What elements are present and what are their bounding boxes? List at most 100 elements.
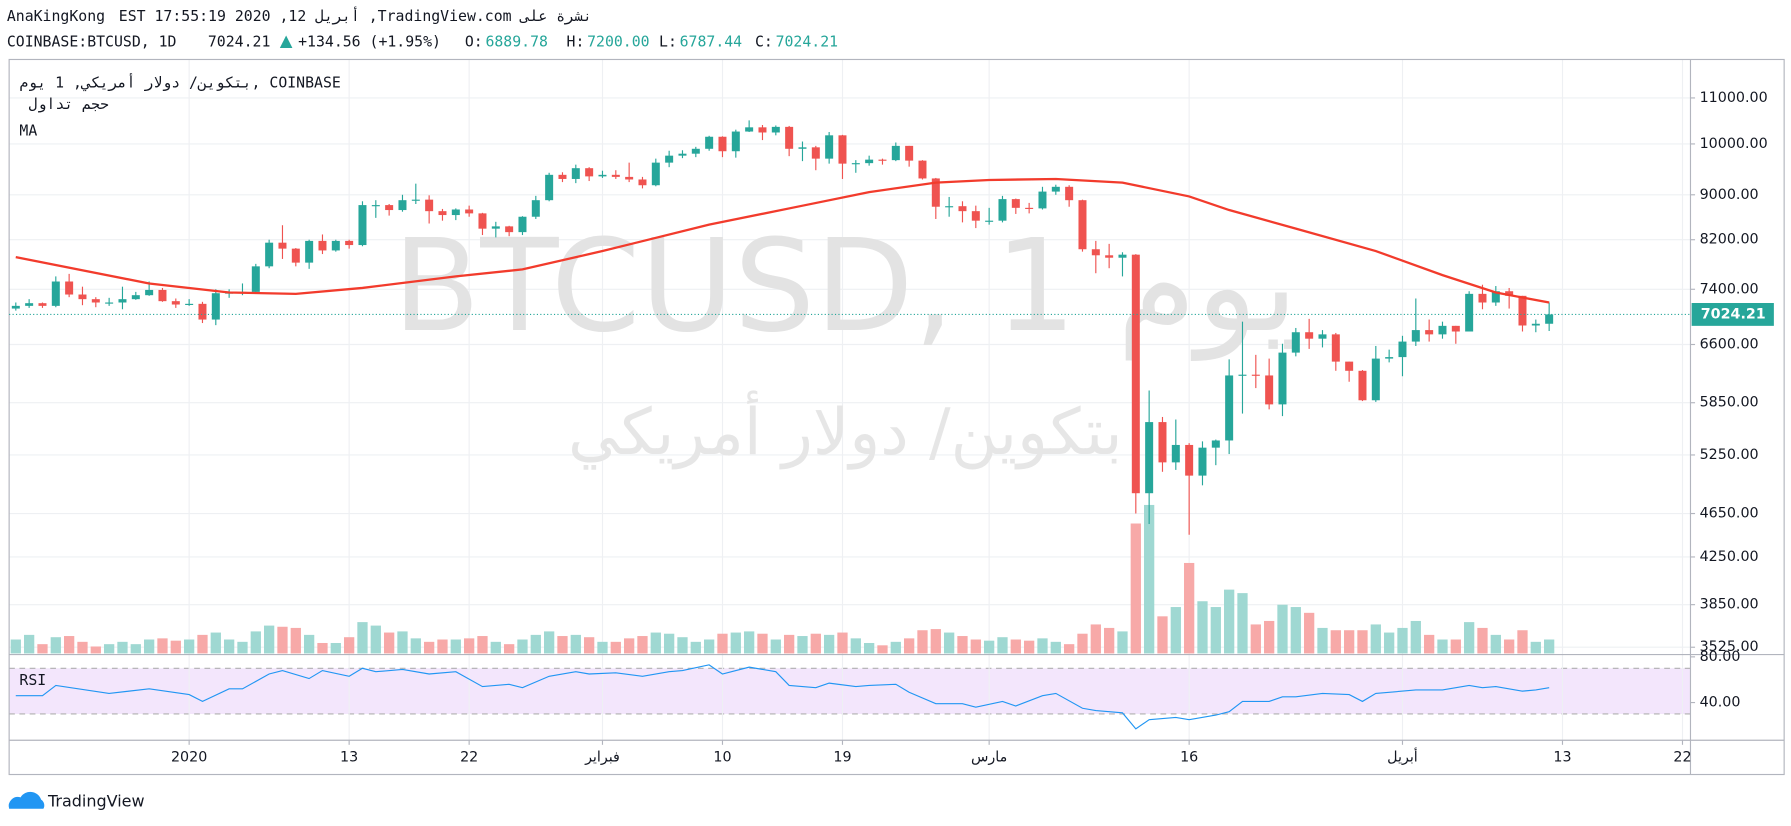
candle-body (1358, 370, 1367, 401)
candle-body (278, 242, 287, 249)
volume-bar (143, 639, 155, 654)
brand: TradingView (47, 791, 145, 810)
volume-bar (557, 636, 568, 654)
candle-body (678, 153, 687, 156)
candle-body (785, 126, 794, 149)
volume-bar (1157, 616, 1168, 654)
ma-line (15, 177, 1550, 304)
x-tick-label: 13 (340, 749, 358, 765)
candle-body (758, 127, 767, 133)
volume-bar (1544, 639, 1555, 654)
candle-body (358, 205, 367, 246)
volume-bar (597, 641, 608, 654)
candle-body (1091, 249, 1100, 256)
volume-bar (944, 632, 955, 654)
candle-body (131, 295, 140, 300)
volume-bar (223, 639, 235, 654)
volume-bar (584, 637, 595, 654)
volume-bar (1130, 523, 1141, 654)
volume-bar (157, 638, 168, 654)
y-tick-label: 11000.00 (1700, 90, 1768, 106)
volume-bar (170, 640, 181, 654)
volume-bar (210, 632, 221, 654)
candle-body (265, 242, 274, 267)
y-tick-label: 5850.00 (1700, 395, 1759, 411)
volume-bar (1424, 634, 1435, 654)
candle-body (1225, 375, 1234, 441)
candle-body (811, 147, 820, 159)
candle-body (958, 206, 967, 212)
candle-body (611, 174, 620, 177)
candle-body (638, 179, 647, 186)
candle-body (1025, 207, 1034, 209)
volume-bar (1144, 504, 1155, 654)
volume-bar (1290, 607, 1301, 654)
volume-bar (850, 638, 861, 654)
candle-body (1518, 295, 1527, 326)
volume-bar (344, 637, 355, 654)
y-tick-label: 10000.00 (1700, 136, 1768, 152)
volume-bar (1277, 604, 1288, 654)
candle-body (998, 199, 1007, 221)
volume-bar (490, 641, 501, 654)
candle-body (385, 205, 394, 211)
x-tick-label: 16 (1180, 749, 1198, 765)
candle-body (438, 211, 447, 216)
candle-body (945, 206, 954, 208)
candle-body (1038, 191, 1047, 209)
y-tick-label: 3850.00 (1700, 597, 1759, 613)
volume-bar (904, 638, 915, 654)
volume-bar (1037, 638, 1048, 654)
candle-body (38, 303, 47, 306)
volume-bar (1197, 601, 1208, 654)
candle-body (851, 163, 860, 165)
volume-bar (1517, 630, 1528, 654)
candle-body (518, 216, 527, 233)
candle-body (878, 159, 887, 161)
candle-body (625, 176, 634, 180)
candle-body (11, 305, 20, 309)
volume-bar (917, 630, 928, 654)
candle-body (25, 303, 34, 306)
candle-body (78, 294, 87, 300)
candle-body (985, 220, 994, 222)
volume-bar (90, 646, 101, 654)
candle-body (211, 293, 220, 320)
candle-body (651, 162, 660, 186)
candle-body (51, 281, 60, 306)
rsi-tick-label: 40.00 (1700, 695, 1741, 711)
volume-legend: حجم تداول (29, 96, 109, 113)
frame (8, 58, 1785, 776)
candle-body (825, 135, 834, 159)
candle-body (345, 240, 354, 246)
candle-body (1451, 325, 1460, 332)
candle-body (771, 126, 780, 133)
candle-body (425, 199, 434, 212)
volume-bar (250, 631, 261, 654)
last-price-box (1691, 303, 1774, 326)
ohlc-legend: O: 6889.78 H: 7200.00 L: 6787.44 C: 7024.21 (465, 33, 838, 50)
rsi-tick-label: 80.00 (1700, 649, 1741, 665)
candle-body (1505, 291, 1514, 296)
volume-bar (1477, 627, 1488, 654)
volume-bar (1464, 622, 1475, 654)
volume-bar (864, 642, 875, 654)
volume-bar (1117, 631, 1128, 654)
candle-body (491, 226, 500, 229)
volume-bar (477, 636, 488, 654)
volume-bar (797, 636, 808, 654)
candle-body (105, 302, 114, 304)
volume-bar (664, 633, 675, 654)
candle-body (1251, 374, 1260, 376)
candle-body (918, 160, 927, 179)
volume-bar (130, 644, 141, 654)
volume-bar (730, 632, 741, 654)
volume-bar (770, 639, 781, 654)
candle-body (571, 168, 580, 179)
candle-body (411, 199, 420, 201)
candle-body (185, 303, 194, 305)
ohlc-value: 7200.00 (587, 33, 650, 50)
candle-body (718, 136, 727, 152)
ohlc-label: C: (755, 33, 773, 50)
